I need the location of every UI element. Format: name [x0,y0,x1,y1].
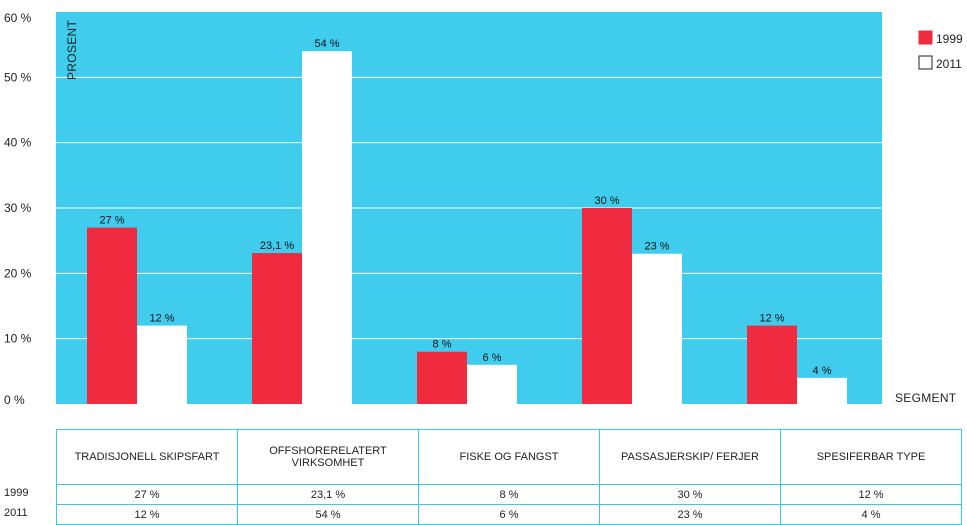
bar-value-label: 6 % [483,352,502,364]
bar-value-label: 23 % [644,241,669,253]
table-body: 27 % 23,1 % 8 % 30 % 12 % 12 % 54 % 6 % 23 % 4 % [56,484,962,525]
table-header-text: OFFSHORERELATERT [269,445,387,457]
bar-2011-1 [137,325,187,404]
table-cell: 8 % [418,484,600,505]
bar-value-label: 12 % [759,313,784,325]
bar-2011-2 [302,51,352,404]
table-cell: 27 % [56,484,238,505]
table-cell: 12 % [780,484,962,505]
table-cell: 23,1 % [237,484,419,505]
y-tick-label: 40 % [4,136,32,150]
y-tick-label: 0 % [4,393,25,407]
x-axis-title: SEGMENT [895,391,957,405]
table-cell: 4 % [780,504,962,525]
table-row-label: 1999 [4,487,29,499]
bar-1999-1 [87,227,137,404]
y-tick-label: 10 % [4,332,32,346]
table-cell: 6 % [418,504,600,525]
bar-value-label: 54 % [314,38,339,50]
bar-value-labels: 27 % 12 % 23,1 % 54 % 8 % 6 % 30 % 23 % 12 % 4 % [99,38,831,377]
table-header-cell: TRADISJONELL SKIPSFART [56,429,238,485]
legend-swatch-2011 [918,55,933,70]
y-tick-label: 50 % [4,70,32,84]
legend-label-2011: 2011 [936,57,962,71]
table-row-label: 2011 [4,507,28,519]
y-tick-label: 60 % [4,11,32,25]
table-header-text: SPESIFERBAR TYPE [816,451,926,463]
table-header-row: TRADISJONELL SKIPSFART OFFSHORERELATERT VI… [56,429,962,485]
bar-value-label: 27 % [99,215,124,227]
gridlines [56,76,882,340]
table-header-cell: FISKE OG FANGST [418,429,600,485]
bar-1999-5 [747,325,797,404]
table-row: 27 % 23,1 % 8 % 30 % 12 % [56,484,962,505]
y-axis-ticks: 0 % 10 % 20 % 30 % 40 % 50 % 60 % [4,11,32,407]
table-row: 12 % 54 % 6 % 23 % 4 % [56,504,962,525]
bar-2011-5 [797,377,847,404]
bar-value-label: 12 % [149,313,174,325]
table-header-text: PASSASJERSKIP/ FERJER [621,451,759,463]
table-cell: 23 % [599,504,781,525]
bar-value-label: 23,1 % [260,240,294,252]
bar-1999-2 [252,253,302,404]
table-header-text: TRADISJONELL SKIPSFART [74,451,220,463]
bar-2011-3 [467,364,517,404]
y-tick-label: 20 % [4,266,32,280]
table-header-cell: PASSASJERSKIP/ FERJER [599,429,781,485]
bar-1999-3 [417,351,467,404]
legend-label-1999: 1999 [936,32,963,46]
bar-2011-4 [632,253,682,404]
table-header-cell: SPESIFERBAR TYPE [780,429,962,485]
table-cell: 12 % [56,504,238,525]
table-cell: 30 % [599,484,781,505]
legend: 1999 2011 [918,30,963,71]
table-cell: 54 % [237,504,419,525]
data-table: TRADISJONELL SKIPSFART OFFSHORERELATERT VI… [56,429,962,525]
bar-value-label: 8 % [433,339,452,351]
bars [87,51,847,404]
bar-1999-4 [582,208,632,404]
table-header-cell: OFFSHORERELATERT VIRKSOMHET [237,429,419,485]
bar-chart: 0 % 10 % 20 % 30 % 40 % 50 % 60 % 27 % 12 % 23,1… [4,11,963,407]
bar-value-label: 30 % [594,195,619,207]
y-tick-label: 30 % [4,201,32,215]
legend-swatch-1999 [918,30,933,45]
y-axis-title: PROSENT [65,20,79,80]
table-header-text: VIRKSOMHET [291,457,365,469]
table-header-text: FISKE OG FANGST [459,451,559,463]
bar-value-label: 4 % [813,365,832,377]
